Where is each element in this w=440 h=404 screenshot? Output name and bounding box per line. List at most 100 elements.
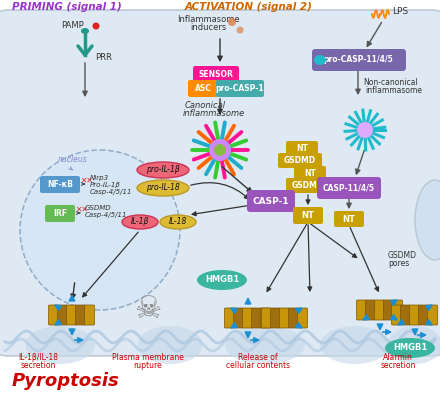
FancyBboxPatch shape — [247, 190, 295, 212]
Text: NT: NT — [296, 144, 308, 153]
Ellipse shape — [122, 215, 158, 229]
FancyBboxPatch shape — [293, 207, 323, 224]
FancyBboxPatch shape — [271, 308, 281, 328]
FancyBboxPatch shape — [428, 305, 437, 325]
Text: Nlrp3: Nlrp3 — [90, 175, 109, 181]
Ellipse shape — [214, 144, 226, 156]
FancyBboxPatch shape — [312, 49, 406, 71]
Ellipse shape — [228, 18, 236, 26]
Text: pro-IL-18: pro-IL-18 — [146, 183, 180, 192]
FancyBboxPatch shape — [242, 308, 253, 328]
FancyBboxPatch shape — [334, 211, 364, 227]
FancyBboxPatch shape — [193, 66, 239, 83]
Text: IRF: IRF — [53, 209, 67, 218]
Ellipse shape — [160, 215, 196, 229]
FancyBboxPatch shape — [286, 178, 330, 193]
Ellipse shape — [415, 180, 440, 260]
Text: nucleus: nucleus — [58, 155, 88, 164]
Text: GSDMD: GSDMD — [85, 205, 112, 211]
Text: Inflammasome: Inflammasome — [177, 15, 239, 24]
Text: secretion: secretion — [380, 361, 416, 370]
Text: pro-CASP-11/4/5: pro-CASP-11/4/5 — [323, 55, 393, 65]
Text: NT: NT — [301, 211, 315, 220]
FancyBboxPatch shape — [0, 10, 440, 356]
Text: PRR: PRR — [95, 53, 112, 62]
Text: ✕✕: ✕✕ — [80, 176, 93, 185]
FancyBboxPatch shape — [392, 305, 401, 325]
Ellipse shape — [137, 180, 189, 196]
FancyBboxPatch shape — [384, 300, 393, 320]
Text: inflammasome: inflammasome — [183, 109, 245, 118]
Text: secretion: secretion — [20, 361, 56, 370]
Ellipse shape — [385, 338, 435, 358]
FancyBboxPatch shape — [252, 308, 261, 328]
Circle shape — [20, 150, 180, 310]
FancyBboxPatch shape — [66, 305, 77, 325]
Ellipse shape — [197, 270, 247, 290]
Text: IL-18: IL-18 — [169, 217, 187, 227]
Ellipse shape — [388, 326, 440, 364]
Text: HMGB1: HMGB1 — [205, 276, 239, 284]
Ellipse shape — [237, 27, 243, 34]
Ellipse shape — [209, 139, 231, 161]
Text: GSDMD: GSDMD — [284, 156, 316, 165]
Text: Pro-IL-1β: Pro-IL-1β — [90, 182, 121, 188]
Ellipse shape — [357, 122, 373, 138]
FancyBboxPatch shape — [317, 177, 381, 199]
Ellipse shape — [81, 28, 89, 34]
FancyBboxPatch shape — [366, 300, 375, 320]
FancyBboxPatch shape — [418, 305, 429, 325]
Text: pro-CASP-1: pro-CASP-1 — [216, 84, 264, 93]
FancyBboxPatch shape — [48, 305, 59, 325]
Ellipse shape — [138, 326, 202, 364]
FancyBboxPatch shape — [216, 80, 264, 97]
FancyBboxPatch shape — [278, 153, 322, 168]
Text: Pyroptosis: Pyroptosis — [12, 372, 120, 390]
FancyBboxPatch shape — [289, 308, 298, 328]
Ellipse shape — [25, 326, 95, 364]
FancyBboxPatch shape — [45, 205, 75, 222]
Ellipse shape — [137, 162, 189, 178]
Text: pro-IL-1β: pro-IL-1β — [146, 166, 180, 175]
Text: cellular contents: cellular contents — [226, 361, 290, 370]
Text: ☠: ☠ — [134, 295, 161, 324]
FancyBboxPatch shape — [400, 305, 411, 325]
FancyBboxPatch shape — [76, 305, 85, 325]
Text: pores: pores — [388, 259, 409, 268]
Text: IL-1β/IL-18: IL-1β/IL-18 — [18, 353, 58, 362]
Text: SENSOR: SENSOR — [198, 70, 234, 79]
Text: PAMP: PAMP — [61, 21, 83, 30]
FancyBboxPatch shape — [260, 308, 271, 328]
Text: GSDMD: GSDMD — [388, 251, 417, 260]
Ellipse shape — [92, 23, 99, 29]
Text: Casp-4/5/11: Casp-4/5/11 — [85, 212, 128, 218]
FancyBboxPatch shape — [297, 308, 308, 328]
FancyBboxPatch shape — [374, 300, 385, 320]
Text: CASP-11/4/5: CASP-11/4/5 — [323, 183, 375, 192]
FancyBboxPatch shape — [261, 308, 271, 328]
FancyBboxPatch shape — [40, 176, 80, 193]
Text: NT: NT — [304, 169, 316, 178]
Text: NF-κB: NF-κB — [47, 180, 73, 189]
FancyBboxPatch shape — [84, 305, 95, 325]
Text: Canonical: Canonical — [185, 101, 226, 110]
Text: IL-1β: IL-1β — [131, 217, 149, 227]
Text: PRIMING (signal 1): PRIMING (signal 1) — [12, 2, 122, 12]
Text: ASC: ASC — [194, 84, 212, 93]
Ellipse shape — [225, 326, 305, 364]
Text: Release of: Release of — [238, 353, 278, 362]
Text: rupture: rupture — [134, 361, 162, 370]
FancyBboxPatch shape — [188, 80, 218, 97]
FancyBboxPatch shape — [356, 300, 367, 320]
Text: GSDMD: GSDMD — [292, 181, 324, 190]
FancyBboxPatch shape — [392, 300, 403, 320]
Text: LPS: LPS — [392, 7, 408, 16]
FancyBboxPatch shape — [58, 305, 67, 325]
Text: NT: NT — [343, 215, 356, 223]
FancyBboxPatch shape — [286, 141, 318, 156]
Text: Plasma membrane: Plasma membrane — [112, 353, 184, 362]
FancyBboxPatch shape — [234, 308, 243, 328]
FancyBboxPatch shape — [279, 308, 290, 328]
Text: ✕✕: ✕✕ — [75, 205, 88, 214]
Text: Casp-4/5/11: Casp-4/5/11 — [90, 189, 132, 195]
